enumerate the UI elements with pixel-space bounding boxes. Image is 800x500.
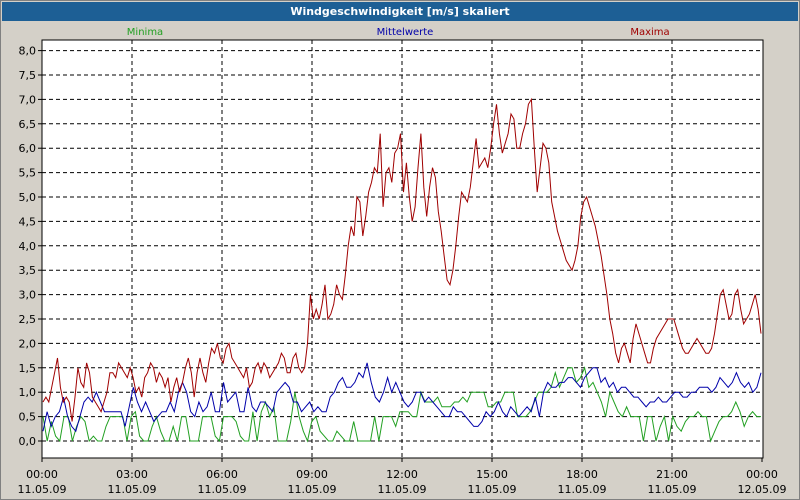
- y-tick-label: 6,5: [19, 118, 37, 131]
- y-tick-label: 1,0: [19, 386, 37, 399]
- y-tick-label: 4,0: [19, 240, 37, 253]
- plot-area: [41, 39, 764, 459]
- x-tick-time: 15:00: [476, 468, 508, 481]
- y-tick-label: 7,5: [19, 69, 37, 82]
- y-tick-label: 5,5: [19, 167, 37, 180]
- y-axis-ticks: 8,0 7,5 7,0 6,5 6,0 5,5 5,0 4,5 4,0 3,5 3,0 2,5 2,0 1…: [19, 45, 42, 448]
- x-tick-date: 11.05.09: [288, 483, 337, 496]
- x-axis-ticks: 00:00 11.05.09 03:00 11.05.09 06:00 11.05.09 0…: [18, 458, 787, 496]
- y-tick-label: 3,0: [19, 289, 37, 302]
- legend-maxima: Maxima: [630, 27, 669, 38]
- x-tick-time: 18:00: [566, 468, 598, 481]
- x-tick-date: 11.05.09: [558, 483, 607, 496]
- x-tick-date: 11.05.09: [378, 483, 427, 496]
- y-tick-label: 7,0: [19, 93, 37, 106]
- window-title: Windgeschwindigkeit [m/s] skaliert: [2, 2, 798, 21]
- y-tick-label: 4,5: [19, 215, 37, 228]
- series-maxima-line: [42, 97, 762, 422]
- legend-mittelwerte: Mittelwerte: [377, 27, 434, 38]
- x-tick-time: 06:00: [206, 468, 238, 481]
- y-tick-label: 3,5: [19, 264, 37, 277]
- series-mittelwerte-line: [42, 362, 762, 433]
- x-tick-time: 09:00: [296, 468, 328, 481]
- x-tick-date: 12.05.09: [738, 483, 787, 496]
- y-tick-label: 2,0: [19, 337, 37, 350]
- grid-lines: [42, 40, 763, 458]
- legend-minima: Minima: [127, 27, 163, 38]
- legend: Minima Mittelwerte Maxima: [127, 27, 670, 38]
- y-tick-label: 0,5: [19, 411, 37, 424]
- y-tick-label: 0,0: [19, 435, 37, 448]
- x-tick-date: 11.05.09: [468, 483, 517, 496]
- y-tick-label: 1,5: [19, 362, 37, 375]
- series-lines: [42, 97, 762, 443]
- y-tick-label: 6,0: [19, 142, 37, 155]
- x-tick-time: 21:00: [656, 468, 688, 481]
- x-tick-time: 00:00: [746, 468, 778, 481]
- x-tick-time: 03:00: [116, 468, 148, 481]
- x-tick-time: 12:00: [386, 468, 418, 481]
- x-tick-date: 11.05.09: [198, 483, 247, 496]
- x-tick-date: 11.05.09: [18, 483, 67, 496]
- series-minima-line: [42, 366, 761, 443]
- y-tick-label: 2,5: [19, 313, 37, 326]
- y-tick-label: 5,0: [19, 191, 37, 204]
- y-tick-label: 8,0: [19, 45, 37, 58]
- x-tick-time: 00:00: [26, 468, 58, 481]
- x-tick-date: 11.05.09: [648, 483, 697, 496]
- x-tick-date: 11.05.09: [108, 483, 157, 496]
